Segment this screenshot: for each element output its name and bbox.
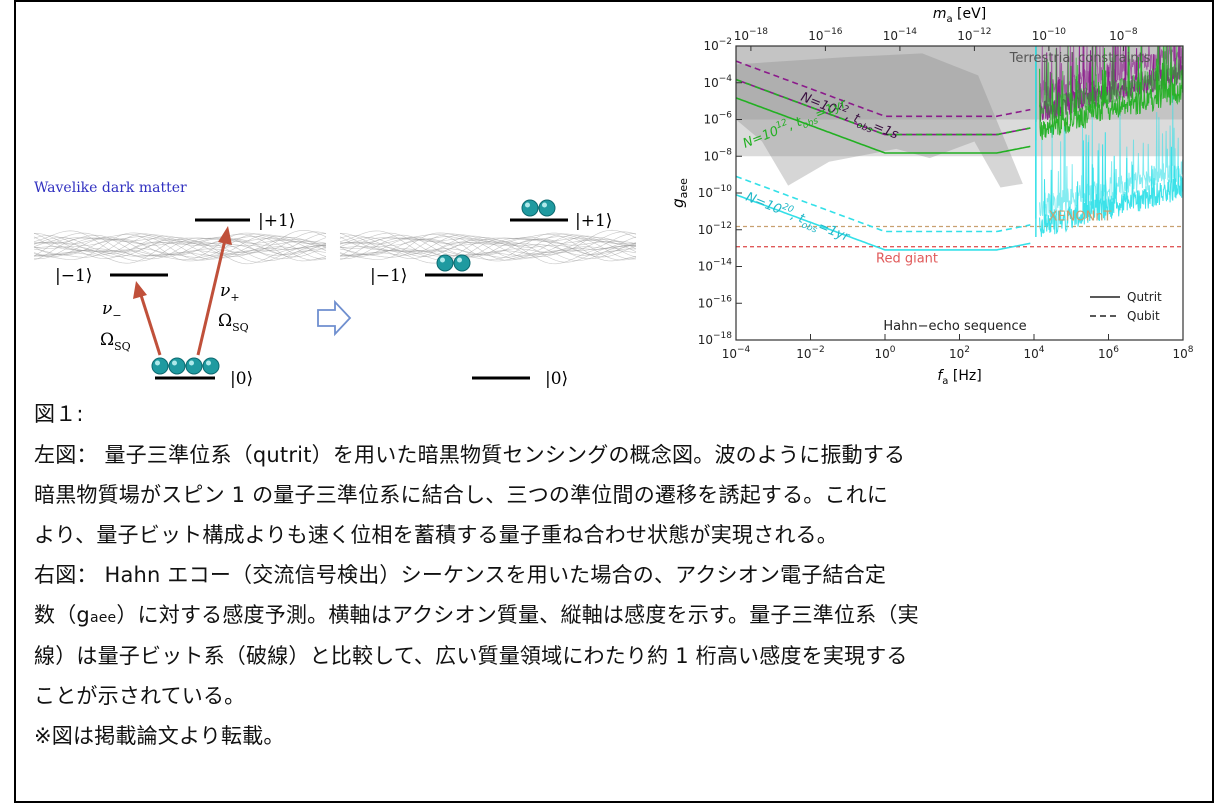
y-tick-label-7: 10−16 [698, 294, 733, 310]
qubit-curve-0 [736, 60, 1031, 118]
figure-label: 図１: [34, 402, 84, 426]
nu-minus-label: ν− [102, 299, 122, 322]
transition-arrow-plus [196, 226, 232, 356]
x-tick-label-5: 106 [1098, 345, 1119, 361]
nu-plus-label: ν+ [220, 281, 240, 304]
population-balls-excited [436, 199, 556, 272]
terrestrial-constraints-patch [736, 53, 1023, 188]
y-tick-label-1: 10−4 [703, 74, 732, 90]
legend-qubit-label: Qubit [1127, 309, 1160, 323]
x-axis-label: fa [Hz] [937, 368, 981, 387]
dark-matter-wave-before [33, 230, 327, 265]
population-balls-ground [151, 357, 220, 375]
noise-region-2 [1039, 95, 1183, 218]
dark-matter-wave-after [339, 229, 637, 265]
level-plus1-label: |+1⟩ [258, 211, 295, 231]
omega-minus-label: ΩSQ [100, 330, 131, 353]
y-tick-label-6: 10−14 [698, 258, 733, 274]
noise-region-1 [1039, 46, 1183, 123]
hahn-echo-annotation: Hahn−echo sequence [883, 319, 1026, 334]
qubit-curve-2 [736, 175, 1031, 233]
x-tick-label-3: 102 [949, 345, 970, 361]
level-minus1-label-after: |−1⟩ [370, 266, 407, 286]
y-tick-label-2: 10−6 [703, 111, 732, 127]
caption-right-line-3: 線）は量子ビット系（破線）と比較して、広い質量領域にわたり約 1 桁高い感度を実… [34, 644, 908, 668]
caption-note: ※図は掲載論文より転載。 [34, 724, 285, 748]
noise-region-2 [1039, 132, 1183, 237]
noise-region-1 [1039, 46, 1183, 141]
level-plus1-label-after: |+1⟩ [575, 211, 612, 231]
top-axis-label: ma [eV] [933, 6, 986, 25]
x-tick-label-0: 10−4 [722, 345, 751, 361]
figure-frame [14, 0, 1214, 803]
x-tick-label-2: 100 [874, 345, 895, 361]
caption-left-line-3: より、量子ビット構成よりも速く位相を蓄積する量子重ね合わせ状態が実現される。 [34, 523, 838, 547]
sensitivity-chart: 10−4 10−2 100 102 104 106 108 10−2 10−4 10−6 10−8 1… [669, 6, 1194, 387]
series-label-2: N=1020, tobs=1yr [742, 188, 853, 248]
top-tick-label-3: 10−12 [957, 27, 991, 43]
level-minus1-label: |−1⟩ [55, 266, 92, 286]
red-giant-label: Red giant [876, 252, 938, 267]
caption-left-line-1: 左図： 量子三準位系（qutrit）を用いた暗黒物質センシングの概念図。波のよう… [34, 443, 906, 467]
caption-left-line-2: 暗黒物質場がスピン 1 の量子三準位系に結合し、三つの準位間の遷移を誘起する。こ… [34, 483, 889, 507]
caption-right-line-1: 右図： Hahn エコー（交流信号検出）シーケンスを用いた場合の、アクシオン電子… [34, 563, 887, 587]
y-tick-label-0: 10−2 [703, 37, 732, 53]
transition-arrow-icon [317, 299, 352, 337]
y-tick-label-8: 10−18 [698, 331, 733, 347]
y-axis-label: gaee [669, 178, 690, 208]
y-tick-label-5: 10−12 [698, 221, 732, 237]
wave-label: Wavelike dark matter [34, 180, 187, 196]
top-tick-label-4: 10−10 [1032, 27, 1067, 43]
left-diagram: Wavelike dark matter |+1⟩ |−1⟩ |0⟩ ν− ΩS… [33, 180, 327, 389]
caption-right-line-4: ことが示されている。 [34, 684, 246, 708]
y-tick-label-3: 10−8 [703, 147, 732, 163]
top-tick-label-1: 10−16 [808, 27, 843, 43]
y-tick-label-4: 10−10 [698, 184, 733, 200]
top-tick-label-2: 10−14 [883, 27, 918, 43]
x-tick-label-4: 104 [1023, 345, 1044, 361]
x-tick-label-1: 10−2 [796, 345, 825, 361]
x-tick-label-6: 108 [1172, 345, 1193, 361]
middle-diagram: |+1⟩ |−1⟩ |0⟩ [339, 199, 637, 389]
level-zero-label: |0⟩ [230, 369, 253, 389]
top-tick-label-0: 10−18 [734, 27, 769, 43]
xenonnt-label: XENONnT [1049, 210, 1112, 225]
top-tick-label-5: 10−8 [1109, 27, 1138, 43]
level-zero-label-after: |0⟩ [545, 369, 568, 389]
omega-plus-label: ΩSQ [218, 311, 249, 334]
transition-arrow-minus [133, 281, 162, 356]
terrestrial-constraints-label: Terrestrial constraints [1009, 51, 1151, 66]
caption-right-line-2: 数（gaee）に対する感度予測。横軸はアクシオン質量、縦軸は感度を示す。量子三準… [34, 603, 919, 627]
qutrit-curve-1 [736, 97, 1031, 154]
figure-1: Wavelike dark matter |+1⟩ |−1⟩ |0⟩ ν− ΩS… [33, 6, 1194, 389]
legend-qutrit-label: Qutrit [1127, 290, 1162, 304]
qubit-curve-1 [736, 78, 1031, 136]
qutrit-curve-2 [736, 194, 1031, 251]
